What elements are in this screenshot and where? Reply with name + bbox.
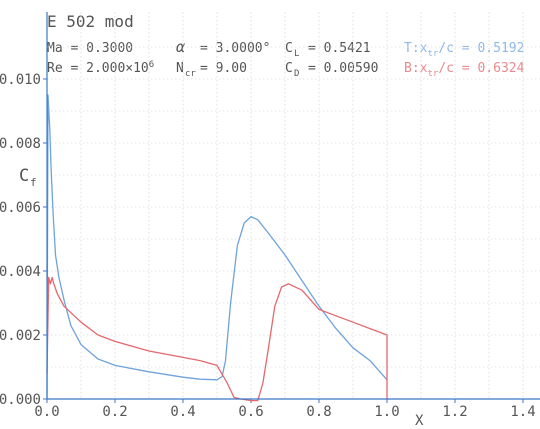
mach-number: Ma = 0.3000 <box>47 41 133 56</box>
cl-subscript: L <box>294 49 299 59</box>
top-sub: tr <box>427 49 438 59</box>
cd-symbol: C <box>285 61 293 76</box>
ncr-symbol: N <box>176 61 184 76</box>
x-tick-label: 0.4 <box>170 404 195 420</box>
ncr-subscript: cr <box>185 69 196 79</box>
y-axis-label: C <box>19 166 29 186</box>
y-tick-label: 0.010 <box>0 72 41 88</box>
bottom-sub: tr <box>427 69 438 79</box>
top-prefix: T: <box>404 41 420 56</box>
y-tick-label: 0.002 <box>0 328 41 344</box>
cl-value: = 0.5421 <box>308 41 371 56</box>
cd-value: = 0.00590 <box>308 61 378 76</box>
re-exponent: 6 <box>149 60 154 70</box>
x-tick-label: 0.6 <box>238 404 263 420</box>
airfoil-title: E 502 mod <box>47 12 134 31</box>
reynolds-number: Re = 2.000×106 <box>47 60 154 76</box>
grid <box>47 12 540 399</box>
y-tick-label: 0.006 <box>0 200 41 216</box>
bottom-prefix: B: <box>404 61 420 76</box>
top-transition-label: T:xtr/c = 0.5192 <box>404 41 524 59</box>
bottom-x: x <box>420 61 428 76</box>
x-tick-label: 0.2 <box>102 404 127 420</box>
y-tick-labels: 0.000 0.002 0.004 0.006 0.008 0.010 <box>0 72 47 408</box>
y-tick-label: 0.008 <box>0 136 41 152</box>
re-prefix: Re = 2.000×10 <box>47 61 149 76</box>
ncr-value: = 9.00 <box>200 61 247 76</box>
x-axis-label: X <box>415 413 424 429</box>
bottom-surface-cf-line <box>46 276 389 402</box>
top-surface-cf-line <box>46 94 388 400</box>
x-tick-label: 0.0 <box>34 404 59 420</box>
y-tick-label: 0.004 <box>0 264 41 280</box>
y-tick-label: 0.000 <box>0 392 41 408</box>
x-tick-labels: 0.0 0.2 0.4 0.6 0.8 1.0 1.2 1.4 <box>34 399 536 420</box>
chart-header: E 502 mod Ma = 0.3000 α = 3.0000° C L = … <box>47 12 525 79</box>
bottom-value: /c = 0.6324 <box>438 61 524 76</box>
x-tick-label: 1.0 <box>374 404 399 420</box>
x-tick-label: 1.2 <box>442 404 467 420</box>
series <box>46 94 389 402</box>
x-tick-label: 0.8 <box>306 404 331 420</box>
top-x: x <box>420 41 428 56</box>
x-tick-label: 1.4 <box>510 404 535 420</box>
alpha-value: = 3.0000° <box>200 41 270 56</box>
alpha-symbol: α <box>176 38 186 56</box>
y-axis-label-subscript: f <box>30 176 37 189</box>
bottom-transition-label: B:xtr/c = 0.6324 <box>404 61 525 79</box>
cd-subscript: D <box>294 69 299 79</box>
cl-symbol: C <box>285 41 293 56</box>
top-value: /c = 0.5192 <box>438 41 524 56</box>
